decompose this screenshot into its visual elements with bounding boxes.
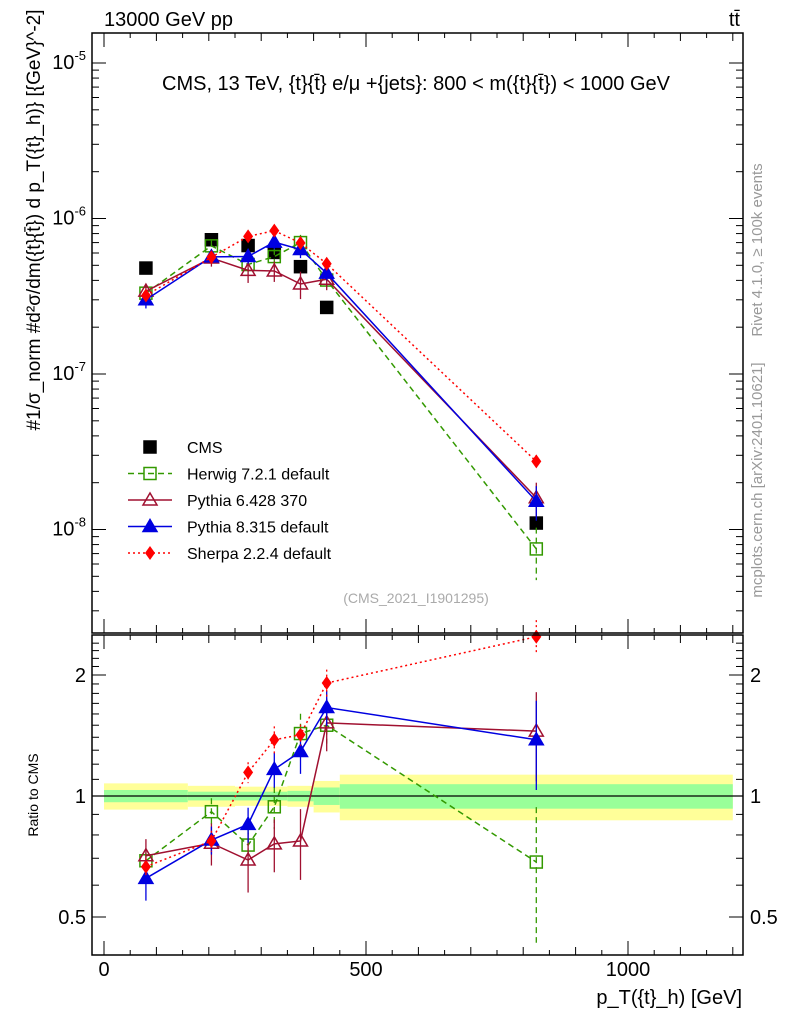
y-tick-label: 10-8 <box>52 515 86 541</box>
pythia-8-315-default-point <box>239 247 257 263</box>
y-tick-label: 10-7 <box>52 359 86 385</box>
legend-marker <box>141 518 159 533</box>
y-tick-label: 10-6 <box>52 204 86 230</box>
cms-point <box>319 300 334 315</box>
legend-marker <box>145 546 155 560</box>
legend: CMS Herwig 7.2.1 default Pythia 6.428 370 P… <box>128 440 332 563</box>
sherpa-2-2-4-default-point <box>140 288 151 303</box>
herwig-7-2-1-default-point <box>529 542 544 556</box>
sherpa-2-2-4-default-point <box>321 256 332 271</box>
sherpa-2-2-4-default-point <box>295 235 306 250</box>
sherpa-2-2-4-default-point <box>531 454 542 469</box>
legend-label: Herwig 7.2.1 default <box>187 467 330 484</box>
legend-marker <box>143 466 157 481</box>
main-frame <box>91 32 744 634</box>
sherpa-2-2-4-default-line <box>145 636 537 868</box>
legend-marker <box>141 491 159 506</box>
ratio-frame <box>91 634 744 956</box>
pythia-8-315-default-point <box>137 869 155 885</box>
sherpa-2-2-4-default-point <box>243 765 254 780</box>
ratio-ylabel: Ratio to CMS <box>25 753 41 836</box>
pythia-8-315-default-point <box>292 743 309 758</box>
sherpa-2-2-4-default-point <box>140 859 151 874</box>
legend-label: Pythia 6.428 370 <box>187 493 307 510</box>
cms-point <box>293 259 308 274</box>
ratio-tick-label-left: 0.5 <box>58 907 86 929</box>
header-right: tt̄ <box>729 9 741 31</box>
sherpa-2-2-4-default-point <box>206 833 217 848</box>
sherpa-2-2-4-default-line <box>145 229 537 462</box>
y-tick-label: 10-5 <box>52 48 86 74</box>
pythia-8-315-default-point <box>318 699 336 714</box>
pythia-8-315-default-line <box>145 241 537 502</box>
pythia-6-428-370-point <box>292 275 309 290</box>
pythia-6-428-370-point <box>239 261 257 277</box>
analysis-id: (CMS_2021_I1901295) <box>343 590 489 606</box>
pythia-6-428-370-point <box>318 714 336 729</box>
legend-label: CMS <box>187 440 223 457</box>
pythia-8-315-default-point <box>239 815 257 831</box>
legend-label: Sherpa 2.2.4 default <box>187 546 332 563</box>
pythia-8-315-default-point <box>527 492 545 507</box>
pythia-6-428-370-point <box>292 832 309 847</box>
pythia-8-315-default-point <box>318 264 336 279</box>
sherpa-2-2-4-default-point <box>321 676 332 691</box>
pythia-6-428-370-point <box>239 851 257 866</box>
header-left: 13000 GeV pp <box>104 9 233 31</box>
mcplots-label: mcplots.cern.ch [arXiv:2401.10621] <box>749 362 766 597</box>
ratio-tick-label-right: 0.5 <box>750 907 778 929</box>
chart-title: CMS, 13 TeV, {t}{t̄} e/μ +{jets}: 800 < … <box>162 73 671 95</box>
herwig-7-2-1-default-point <box>267 800 282 814</box>
sherpa-2-2-4-default-point <box>269 732 280 747</box>
ratio-tick-label-right: 2 <box>750 665 761 687</box>
sherpa-2-2-4-default-point <box>269 223 280 238</box>
ratio-tick-label-left: 2 <box>75 665 86 687</box>
herwig-7-2-1-default-point <box>529 855 544 869</box>
x-tick-label: 1000 <box>606 959 651 981</box>
sherpa-2-2-4-default-point <box>243 229 254 244</box>
pythia-8-315-default-point <box>265 760 283 776</box>
rivet-label: Rivet 4.1.0, ≥ 100k events <box>749 163 766 336</box>
pythia-8-315-default-point <box>527 731 545 746</box>
cms-point <box>139 261 153 275</box>
pythia-6-428-370-point <box>265 835 283 850</box>
ratio-tick-label-left: 1 <box>75 786 86 808</box>
main-ylabel: #1/σ_norm #d²σ/dm({t}{t̄}) d p_T({t}_h)}… <box>24 9 45 430</box>
legend-label: Pythia 8.315 default <box>187 520 329 537</box>
x-tick-label: 0 <box>98 959 109 981</box>
legend-marker <box>143 440 157 454</box>
sherpa-2-2-4-default-point <box>531 629 542 644</box>
herwig-7-2-1-default-point <box>204 804 219 819</box>
sherpa-2-2-4-default-point <box>295 727 306 742</box>
xlabel: p_T({t}_h) [GeV] <box>596 987 742 1009</box>
ratio-tick-label-right: 1 <box>750 786 761 808</box>
pythia-6-428-370-point <box>265 262 283 277</box>
pythia-8-315-default-point <box>265 233 283 248</box>
sherpa-2-2-4-default-point <box>206 250 217 265</box>
pythia-6-428-370-line <box>145 257 537 499</box>
x-tick-label: 500 <box>349 959 382 981</box>
